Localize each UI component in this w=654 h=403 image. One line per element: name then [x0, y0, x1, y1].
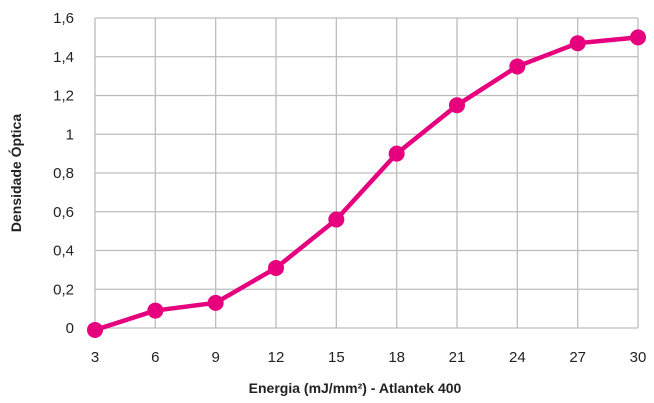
x-tick-label: 27	[569, 349, 586, 366]
grid	[94, 17, 639, 329]
data-point	[207, 294, 224, 311]
data-point	[87, 321, 103, 338]
x-tick-label: 3	[91, 349, 99, 366]
x-tick-label: 12	[268, 349, 285, 366]
series-line	[92, 35, 641, 333]
x-tick-label: 18	[388, 349, 405, 366]
x-tick-label: 9	[211, 349, 219, 366]
data-point	[268, 259, 284, 276]
y-axis-title: Densidade Óptica	[7, 114, 24, 232]
data-point	[388, 145, 405, 162]
data-point	[569, 35, 586, 52]
y-tick-label: 0,8	[53, 165, 74, 182]
x-tick-label: 24	[509, 349, 526, 366]
data-point	[449, 97, 465, 114]
data-point	[328, 211, 345, 228]
y-tick-label: 1,2	[53, 88, 74, 105]
series	[87, 29, 646, 338]
data-point	[509, 58, 526, 75]
x-axis-title: Energia (mJ/mm²) - Atlantek 400	[249, 380, 462, 396]
x-axis-tick-labels: 3 6 9 12 15 18 21 24 27 30	[91, 349, 647, 366]
y-tick-label: 1,6	[53, 10, 74, 27]
x-tick-label: 30	[630, 349, 647, 366]
y-tick-label: 0,2	[53, 281, 74, 298]
y-tick-label: 1,4	[53, 49, 74, 66]
y-tick-label: 0,4	[53, 243, 74, 260]
y-tick-label: 1	[66, 126, 74, 143]
data-point	[147, 302, 164, 319]
x-tick-label: 6	[151, 349, 159, 366]
y-tick-label: 0,6	[53, 204, 74, 221]
y-tick-label: 0	[66, 320, 74, 337]
y-axis-tick-labels: 0 0,2 0,4 0,6 0,8 1 1,2 1,4 1,6	[53, 10, 74, 337]
x-tick-label: 15	[328, 349, 345, 366]
data-point	[630, 29, 646, 46]
x-tick-label: 21	[449, 349, 466, 366]
